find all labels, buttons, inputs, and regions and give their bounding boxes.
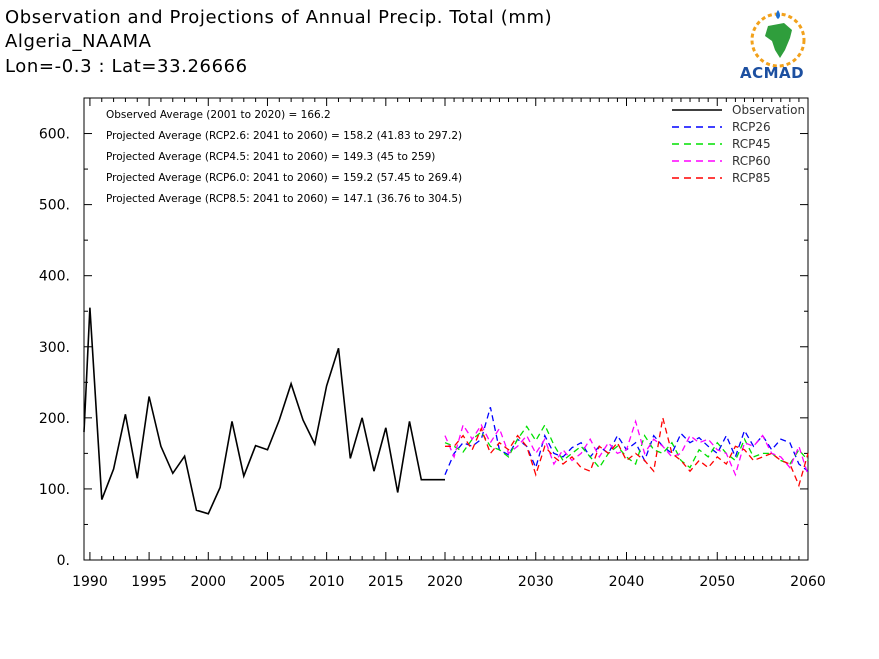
legend-label-rcp26: RCP26 — [732, 120, 771, 134]
location-label: Algeria_NAAMA — [5, 31, 152, 52]
x-tick-label: 2020 — [427, 574, 463, 590]
x-tick-label: 2060 — [790, 574, 826, 590]
y-tick-label: 100. — [39, 482, 70, 498]
y-tick-label: 300. — [39, 340, 70, 356]
x-tick-label: 1995 — [131, 574, 167, 590]
average-annotation: Projected Average (RCP4.5: 2041 to 2060)… — [106, 151, 435, 163]
y-tick-label: 600. — [39, 127, 70, 143]
series-line-rcp26 — [444, 407, 809, 475]
average-annotation: Projected Average (RCP8.5: 2041 to 2060)… — [106, 193, 462, 205]
legend-label-rcp60: RCP60 — [732, 154, 771, 168]
x-tick-label: 2030 — [518, 574, 554, 590]
x-tick-label: 2010 — [309, 574, 345, 590]
x-tick-label: 2015 — [368, 574, 404, 590]
y-tick-label: 400. — [39, 269, 70, 285]
average-annotation: Observed Average (2001 to 2020) = 166.2 — [106, 109, 331, 121]
series-line-rcp45 — [444, 423, 809, 469]
x-tick-label: 2040 — [609, 574, 645, 590]
y-tick-label: 500. — [39, 198, 70, 214]
series-line-observation — [83, 307, 445, 515]
legend-label-rcp45: RCP45 — [732, 137, 771, 151]
y-tick-label: 0. — [57, 553, 70, 569]
average-annotation: Projected Average (RCP2.6: 2041 to 2060)… — [106, 130, 462, 142]
legend-label-rcp85: RCP85 — [732, 171, 771, 185]
series-line-rcp85 — [445, 417, 809, 488]
logo-text: ACMAD — [740, 64, 805, 82]
acmad-logo — [738, 8, 818, 84]
x-tick-label: 1990 — [72, 574, 108, 590]
series-line-rcp60 — [444, 419, 809, 477]
x-tick-label: 2000 — [190, 574, 226, 590]
legend-label-observation: Observation — [732, 103, 805, 117]
y-tick-label: 200. — [39, 411, 70, 427]
plot-frame — [83, 97, 809, 561]
x-tick-label: 2005 — [250, 574, 286, 590]
chart-title: Observation and Projections of Annual Pr… — [5, 7, 553, 28]
coordinates-label: Lon=-0.3 : Lat=33.26666 — [5, 56, 248, 77]
average-annotation: Projected Average (RCP6.0: 2041 to 2060)… — [106, 172, 462, 184]
x-tick-label: 2050 — [699, 574, 735, 590]
